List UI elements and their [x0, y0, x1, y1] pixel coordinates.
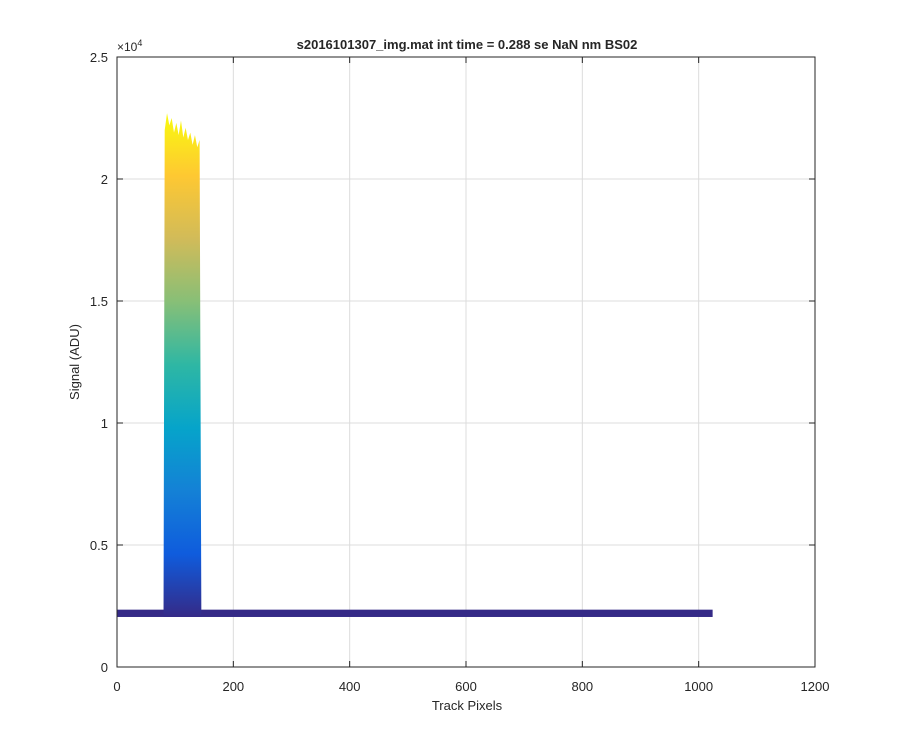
x-axis-label: Track Pixels [432, 698, 503, 713]
x-tick-label: 800 [571, 679, 593, 694]
chart-title: s2016101307_img.mat int time = 0.288 se … [297, 37, 638, 52]
y-axis-exponent-power: 4 [137, 38, 142, 48]
baseline-signal-band [117, 609, 713, 617]
x-tick-label: 1000 [684, 679, 713, 694]
y-axis-exponent: ×104 [117, 38, 142, 54]
y-tick-label: 0.5 [90, 538, 108, 553]
x-tick-labels: 0 200 400 600 800 1000 1200 [113, 679, 829, 694]
peak-signal-traces [163, 113, 202, 617]
x-tick-label: 1200 [801, 679, 830, 694]
grid-lines [117, 57, 815, 667]
y-tick-label: 2 [101, 172, 108, 187]
x-tick-label: 0 [113, 679, 120, 694]
y-tick-label: 2.5 [90, 50, 108, 65]
y-tick-label: 1.5 [90, 294, 108, 309]
y-tick-label: 1 [101, 416, 108, 431]
x-tick-label: 600 [455, 679, 477, 694]
y-tick-label: 0 [101, 660, 108, 675]
data-layer [117, 113, 713, 617]
y-axis-label: Signal (ADU) [67, 324, 82, 400]
x-tick-label: 400 [339, 679, 361, 694]
x-tick-label: 200 [222, 679, 244, 694]
tick-marks [116, 56, 816, 668]
y-tick-labels: 0 0.5 1 1.5 2 2.5 [90, 50, 108, 675]
y-axis-exponent-base: ×10 [117, 40, 138, 54]
